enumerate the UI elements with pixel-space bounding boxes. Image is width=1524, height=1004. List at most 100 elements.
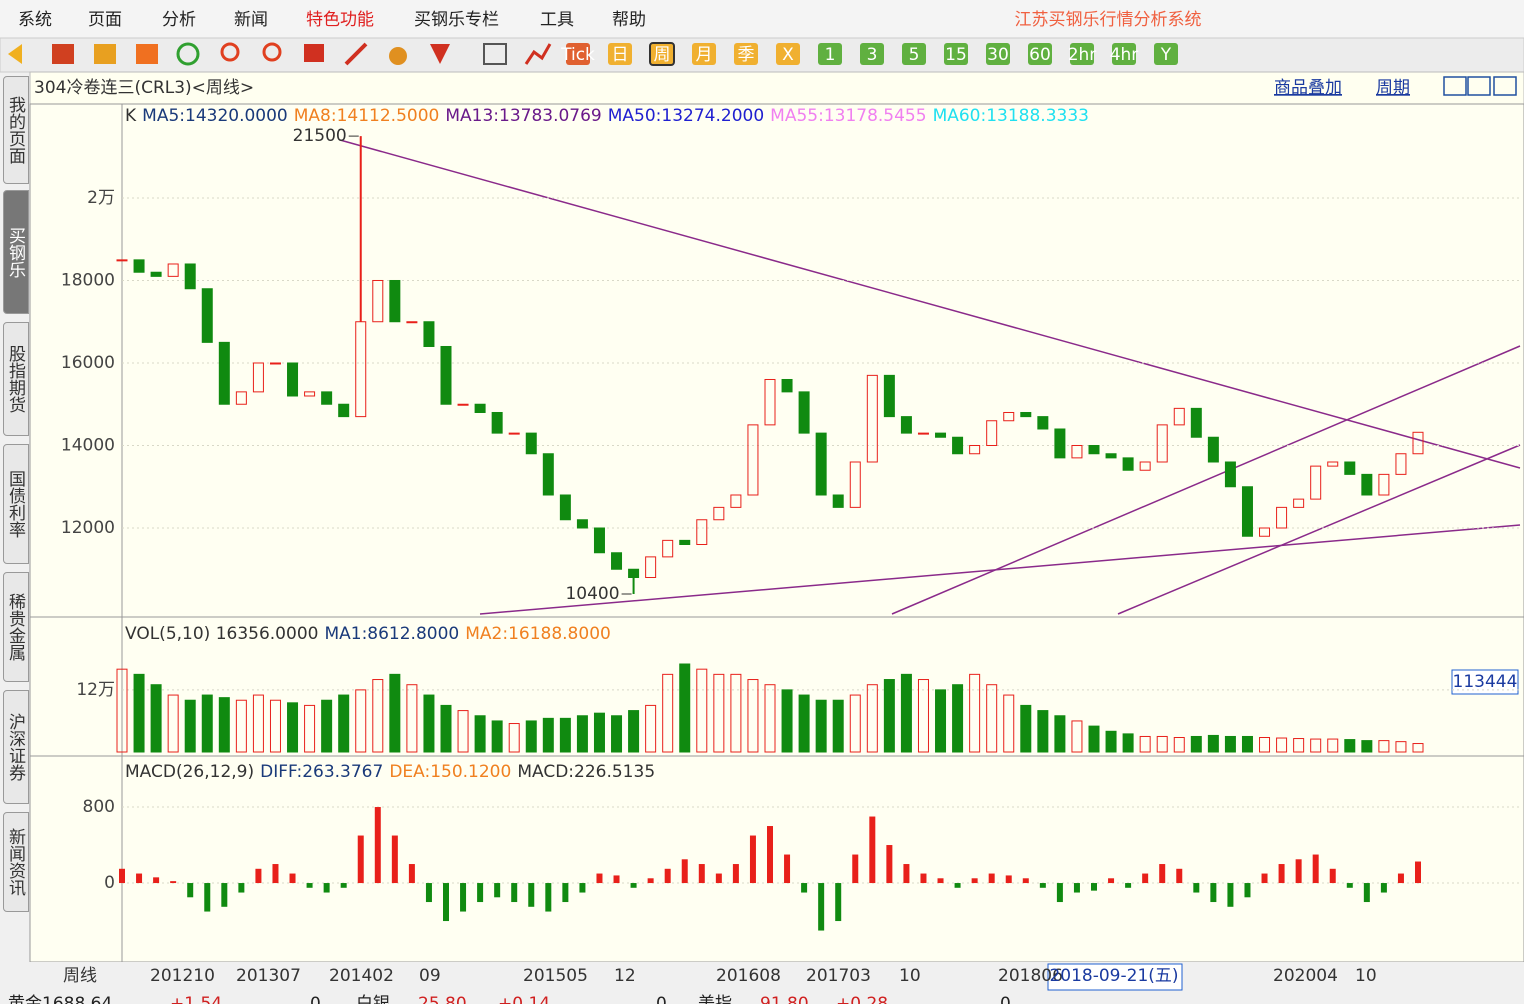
toolbar-button[interactable] [608,43,632,65]
toolbar-label[interactable]: 15 [945,45,967,65]
side-tab[interactable]: 新闻资讯 [3,812,29,912]
macd-bar [289,873,296,884]
toolbar-label[interactable]: X [782,45,794,65]
toolbar-button[interactable] [818,43,842,65]
side-tab[interactable]: 我的页面 [3,76,29,184]
toolbar-label[interactable]: 1 [825,45,836,65]
volume-bar [406,684,418,753]
extreme-label: 10400 [565,584,619,604]
macd-bar [1022,878,1029,884]
toolbar-button[interactable] [944,43,968,65]
y-tick-label: 0 [104,873,115,893]
indicator-legend: MACD:226.5135 [517,762,655,782]
toolbar-label[interactable]: 60 [1029,45,1051,65]
candle [1071,444,1083,459]
x-tick-label: 201307 [236,966,301,986]
volume-bar [304,704,316,753]
x-tick-label: 12 [614,966,636,986]
macd-bar [119,868,125,884]
toolbar-label[interactable]: 3 [867,45,878,65]
toolbar-button[interactable] [986,43,1010,65]
toolbar-button[interactable] [860,43,884,65]
menu-item[interactable]: 新闻 [234,10,268,30]
toolbar-button[interactable] [902,43,926,65]
menu-item[interactable]: 页面 [88,10,122,30]
x-tick-label: 10 [1355,966,1377,986]
volume-bar [1105,730,1117,753]
x-tick-label: 10 [899,966,921,986]
menu-item[interactable]: 分析 [162,10,196,30]
candle [423,321,435,347]
volume-bar [1224,735,1236,753]
menu-item[interactable]: 特色功能 [306,10,374,30]
candle [389,279,401,323]
candle [338,403,350,418]
toolbar-label[interactable]: 2hr [1068,45,1097,65]
candle [628,568,640,579]
toolbar-button[interactable] [692,43,716,65]
macd-bar [511,883,518,903]
period-link[interactable]: 周期 [1376,78,1410,98]
volume-bar [338,694,350,753]
toolbar-label[interactable]: 季 [738,45,755,65]
toolbar-label[interactable]: 日 [612,45,629,65]
volume-bar [389,673,401,753]
toolbar-button[interactable] [649,42,675,66]
toolbar-label[interactable]: 4hr [1110,45,1139,65]
candle [645,556,657,579]
toolbar-button[interactable] [734,43,758,65]
candle [116,259,128,262]
toolbar-label[interactable]: Tick [560,45,595,65]
volume-bar [1378,740,1390,753]
candle [1310,465,1322,500]
macd-bar [715,873,722,884]
indicator-legend: MA13:13783.0769 [445,106,601,126]
toolbar-button[interactable] [1154,43,1178,65]
toolbar-icons[interactable] [8,42,552,66]
macd-bar [153,877,160,884]
toolbar-button[interactable] [566,43,590,65]
volume-bar [781,689,793,753]
toolbar-label[interactable]: 30 [987,45,1009,65]
toolbar-label[interactable]: 周 [654,45,671,65]
candle [304,391,316,397]
toolbar-button[interactable] [1112,43,1136,65]
candle [986,420,998,446]
volume-bar [883,679,895,753]
toolbar-label[interactable]: 月 [696,45,713,65]
volume-bar [559,717,571,753]
macd-bar [1056,883,1063,903]
side-tab[interactable]: 稀贵金属 [3,572,29,682]
macd-bar [937,878,944,884]
macd-bar [971,878,978,884]
candle [1224,461,1236,488]
menu-item[interactable]: 帮助 [612,10,646,30]
side-tab[interactable]: 沪深证券 [3,690,29,804]
macd-bar [1278,864,1285,884]
toolbar-label[interactable]: 5 [909,45,920,65]
indicator-legend: K [125,106,137,126]
chart-area [29,103,1524,963]
toolbar-button[interactable] [1028,43,1052,65]
window-buttons[interactable] [1443,76,1517,96]
menu-item[interactable]: 系统 [18,10,52,30]
toolbar [0,37,1524,73]
toolbar-label[interactable]: Y [1160,45,1172,65]
candle [406,321,418,324]
macd-bar [886,845,893,884]
symbol-title: 304冷卷连三(CRL3)<周线> [34,78,254,98]
macd-bar [238,883,245,893]
volume-bar [1173,737,1185,753]
menu-item[interactable]: 买钢乐专栏 [414,10,499,30]
toolbar-button[interactable] [776,43,800,65]
menu-bar [0,0,1524,38]
side-tab[interactable]: 国债利率 [3,444,29,564]
overlay-link[interactable]: 商品叠加 [1274,78,1342,98]
side-tab[interactable]: 股指期货 [3,322,29,436]
candle [542,453,554,496]
status-item: 0 [656,994,667,1004]
toolbar-button[interactable] [1070,43,1094,65]
side-tab[interactable]: 买钢乐 [3,190,29,314]
menu-item[interactable]: 工具 [540,10,574,30]
